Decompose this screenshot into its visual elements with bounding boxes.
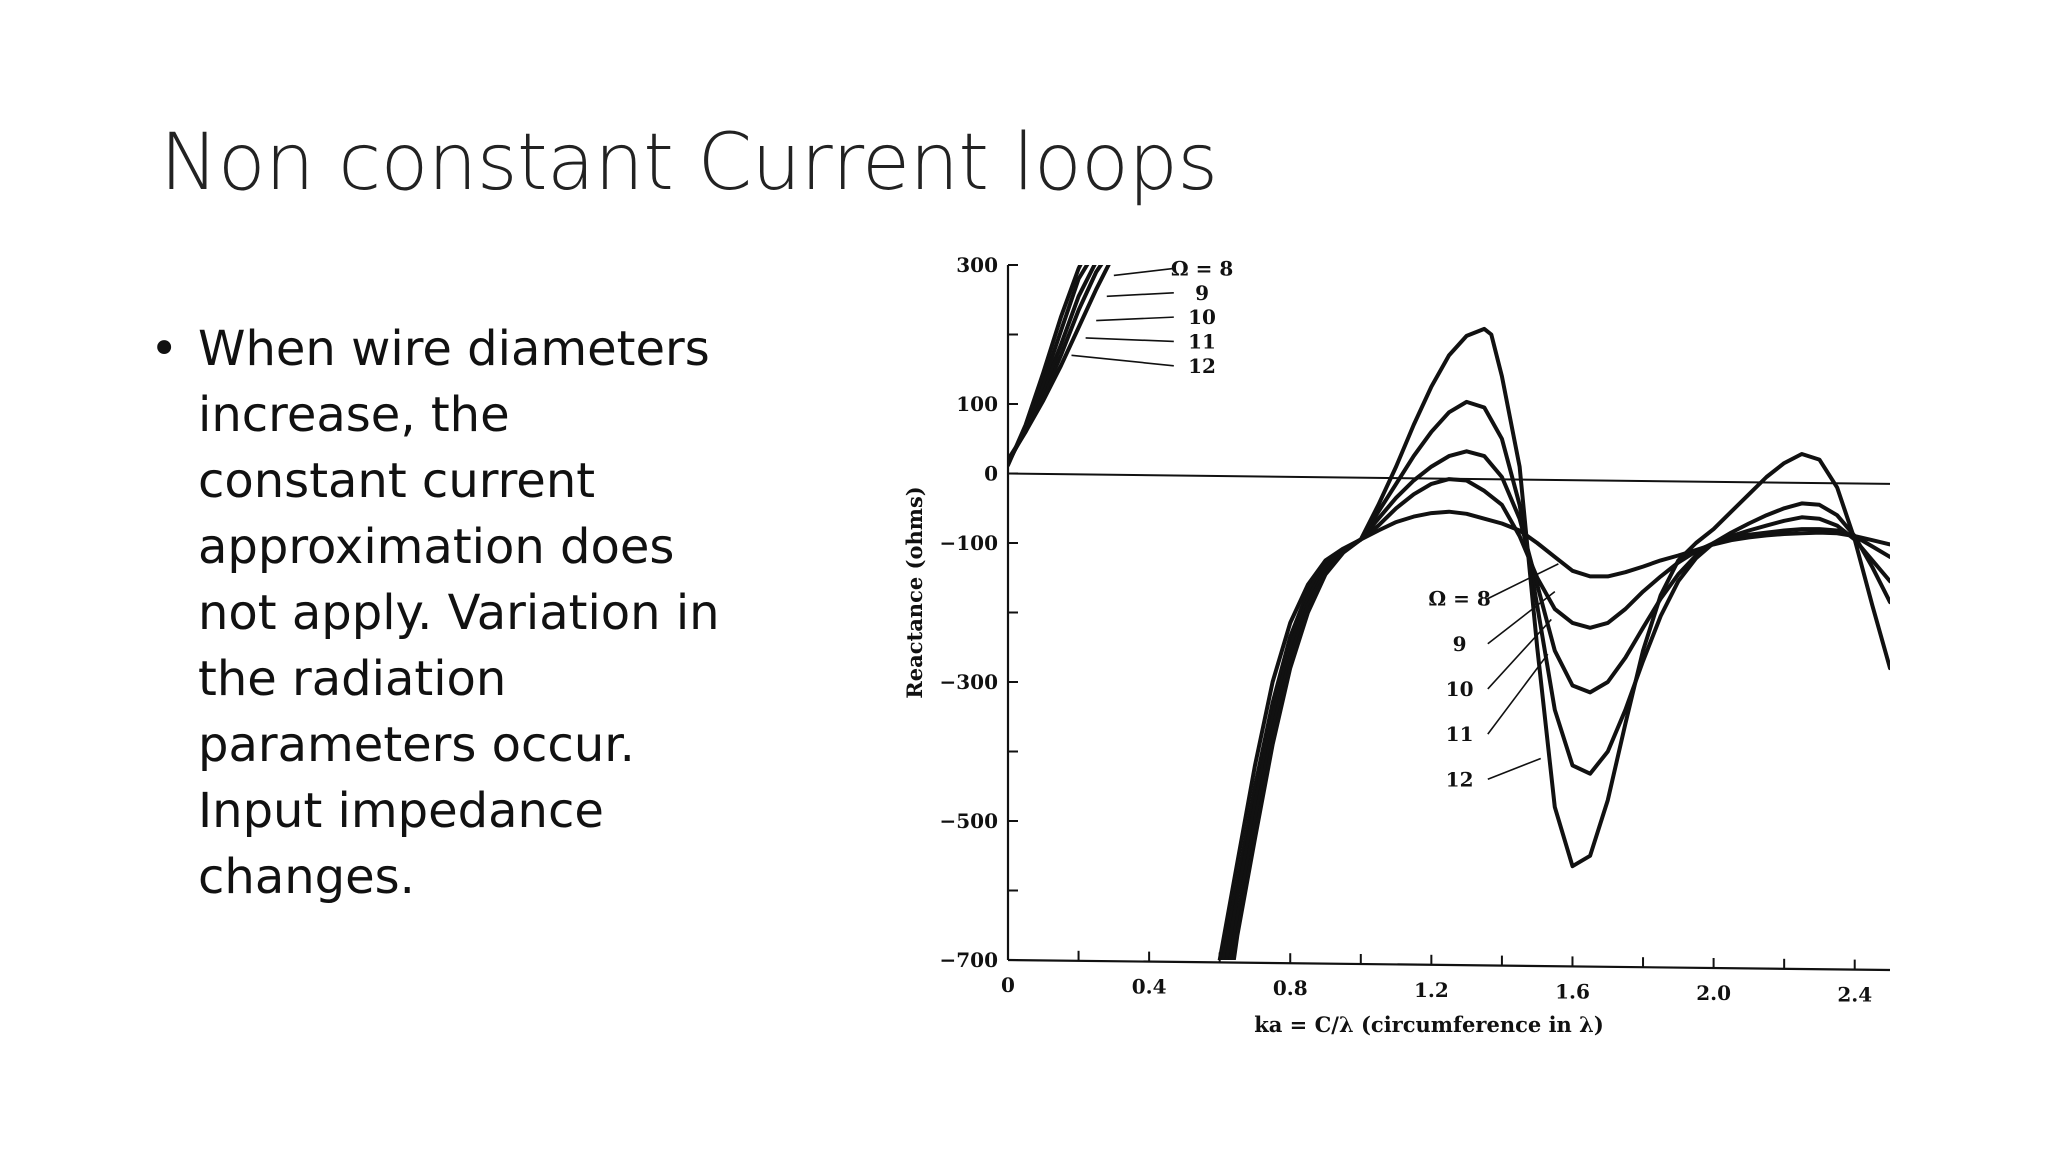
- bullet-item-text: When wire diameters increase, the consta…: [198, 321, 720, 905]
- bullet-list: • When wire diameters increase, the cons…: [150, 316, 790, 910]
- annotation-leader-line: [1106, 292, 1174, 298]
- annotation-leader-line: [1085, 337, 1174, 343]
- y-tick-label: −700: [939, 948, 998, 972]
- bullet-marker: •: [150, 321, 179, 377]
- x-tick-label: 0: [1001, 973, 1015, 997]
- series-annotation-label: 11: [1446, 722, 1474, 746]
- series-annotation-label: 10: [1446, 677, 1474, 701]
- series-annotation-label: 9: [1195, 281, 1209, 305]
- x-tick-label: 1.6: [1555, 979, 1590, 1003]
- annotation-leader-line: [1096, 316, 1174, 322]
- x-tick-label: 2.0: [1696, 981, 1731, 1005]
- y-tick-label: 100: [956, 392, 998, 416]
- series-annotation-label: 11: [1188, 329, 1216, 353]
- y-axis-title: Reactance (ohms): [902, 486, 927, 698]
- annotation-leader-line: [1487, 618, 1552, 690]
- x-tick-label: 1.2: [1414, 978, 1449, 1002]
- y-tick-label: −100: [939, 531, 998, 555]
- series-annotation-label: 10: [1188, 305, 1216, 329]
- y-tick-label: −300: [939, 670, 998, 694]
- series-line-omega-12: [1231, 326, 1890, 960]
- series-annotation-label: Ω = 8: [1171, 256, 1233, 280]
- series-annotation-label: 12: [1446, 767, 1474, 791]
- annotation-leader-line: [1487, 653, 1549, 735]
- x-axis-title: ka = C/λ (circumference in λ): [1254, 1012, 1604, 1037]
- x-axis-line: [1007, 958, 1891, 972]
- series-annotation-label: 12: [1188, 354, 1216, 378]
- series-line-omega-12: [1008, 265, 1083, 468]
- y-tick-label: −500: [939, 809, 998, 833]
- x-tick-label: 0.8: [1273, 976, 1308, 1000]
- annotation-leader-line: [1071, 354, 1174, 367]
- annotation-leader-line: [1113, 267, 1174, 277]
- series-line-omega-11: [1228, 399, 1890, 960]
- annotation-leader-line: [1487, 591, 1556, 645]
- slide-title: Non constant Current loops: [160, 118, 1218, 208]
- series-line-omega-8: [1217, 509, 1890, 960]
- y-tick-label: 0: [984, 462, 998, 486]
- series-line-omega-10: [1224, 449, 1890, 960]
- annotation-leader-line: [1487, 563, 1559, 600]
- series-annotation-label: Ω = 8: [1428, 587, 1490, 611]
- annotation-leader-line: [1487, 757, 1542, 781]
- y-tick-label: 300: [956, 253, 998, 277]
- series-annotation-label: 9: [1453, 632, 1467, 656]
- x-tick-label: 0.4: [1132, 975, 1167, 999]
- x-tick-label: 2.4: [1837, 983, 1872, 1007]
